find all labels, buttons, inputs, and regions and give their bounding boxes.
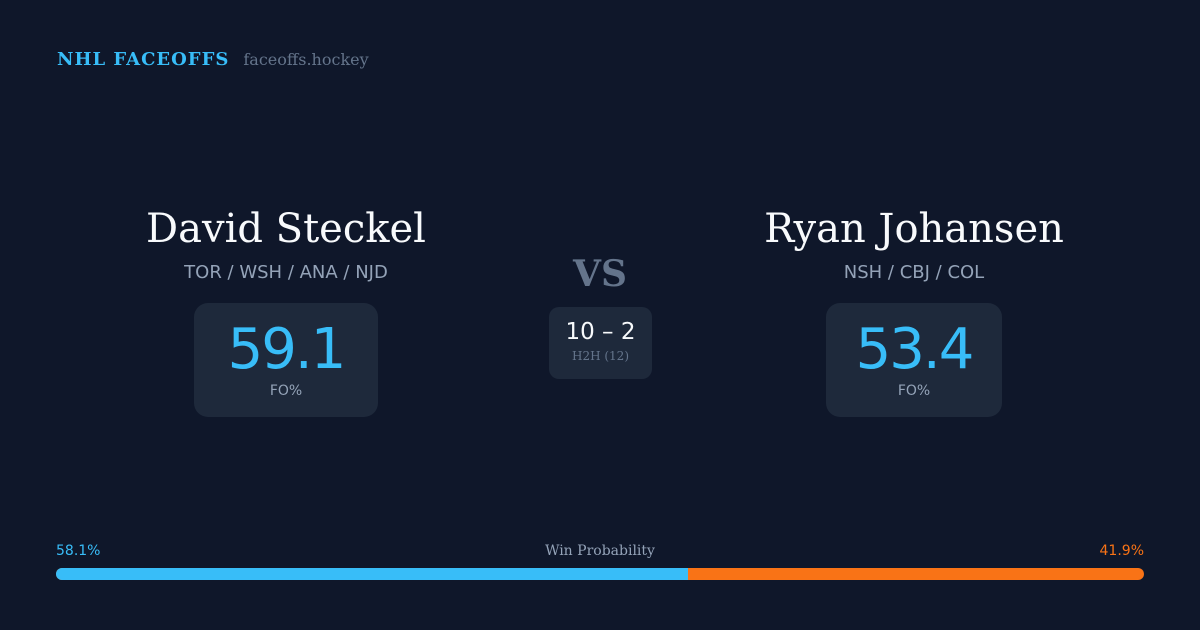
win-prob-bar xyxy=(56,568,1144,580)
fo-card: 53.4 FO% xyxy=(825,303,1003,417)
player-left: David Steckel TOR / WSH / ANA / NJD 59.1… xyxy=(76,206,496,417)
win-prob-right: 41.9% xyxy=(1099,543,1144,559)
player-teams: TOR / WSH / ANA / NJD xyxy=(184,262,388,283)
fo-label: FO% xyxy=(897,383,931,399)
fo-card: 59.1 FO% xyxy=(193,303,379,417)
fo-pct: 59.1 xyxy=(227,317,347,382)
win-prob-left: 58.1% xyxy=(56,543,101,559)
player-name: Ryan Johansen xyxy=(764,206,1064,252)
win-prob-bar-fill xyxy=(56,568,689,580)
win-prob-label: Win Probability xyxy=(545,543,655,559)
win-probability: 58.1% Win Probability 41.9% xyxy=(56,543,1144,580)
player-right: Ryan Johansen NSH / CBJ / COL 53.4 FO% xyxy=(704,206,1124,417)
vs-label: VS xyxy=(573,253,627,295)
brand-title: NHL FACEOFFS xyxy=(57,49,230,70)
h2h-card: 10 – 2 H2H (12) xyxy=(549,307,652,379)
h2h-score: 10 – 2 xyxy=(565,319,636,345)
h2h-label: H2H (12) xyxy=(571,349,629,363)
player-name: David Steckel xyxy=(146,206,426,252)
player-teams: NSH / CBJ / COL xyxy=(843,262,985,283)
fo-pct: 53.4 xyxy=(855,317,975,382)
brand-site: faceoffs.hockey xyxy=(243,50,369,69)
brand: NHL FACEOFFS faceoffs.hockey xyxy=(57,49,369,70)
fo-label: FO% xyxy=(269,383,303,399)
